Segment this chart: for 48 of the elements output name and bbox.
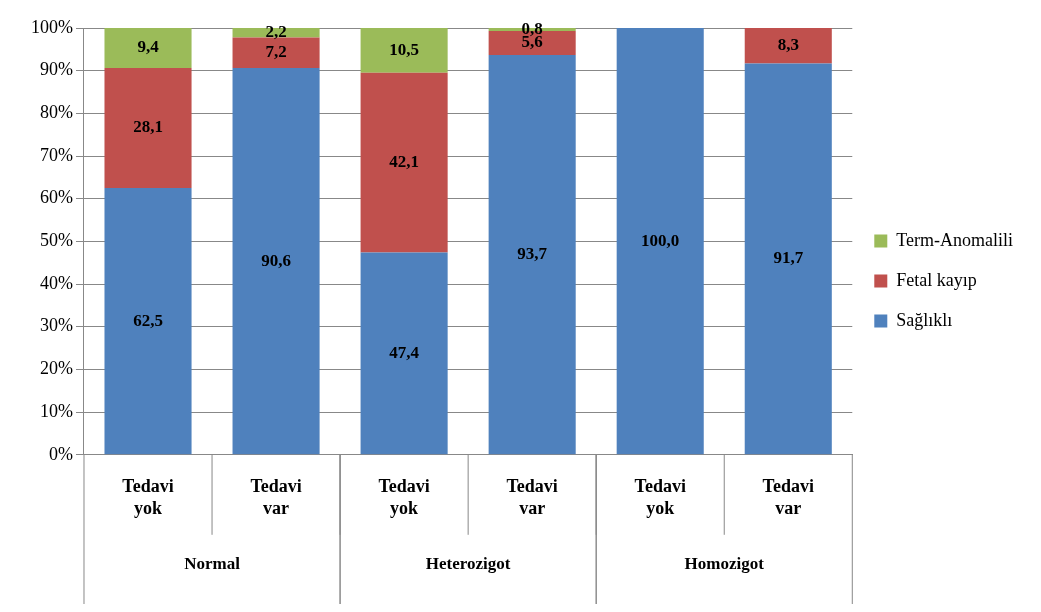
bar <box>104 68 192 189</box>
bar <box>744 28 832 64</box>
data-label: 42,1 <box>389 152 419 172</box>
data-label: 91,7 <box>773 248 804 268</box>
x-tick-label: Tedavi var <box>506 476 558 518</box>
data-label: 90,6 <box>261 250 291 270</box>
bar <box>744 63 832 455</box>
y-tick-label: 30% <box>39 315 73 336</box>
bar <box>360 252 448 455</box>
data-label: 100,0 <box>641 230 680 250</box>
bar <box>360 72 448 253</box>
data-label: 9,4 <box>137 37 160 57</box>
x-tick-label: Tedavi var <box>250 476 302 518</box>
y-tick-label: 60% <box>39 187 73 208</box>
legend-label: Term-Anomalili <box>896 229 1014 250</box>
y-tick-label: 100% <box>30 16 73 37</box>
text: Homozigot <box>684 554 765 574</box>
y-tick-label: 80% <box>39 102 73 123</box>
bar <box>616 28 704 455</box>
legend-label: Fetal kayıp <box>896 269 977 290</box>
text: Heterozigot <box>425 554 511 574</box>
y-tick-label: 20% <box>39 358 73 379</box>
bar <box>104 188 192 455</box>
y-tick-label: 10% <box>39 400 73 421</box>
bar <box>488 54 576 455</box>
y-tick-label: 40% <box>39 272 73 293</box>
data-label: 62,5 <box>133 310 163 330</box>
y-tick-label: 0% <box>48 443 73 464</box>
x-tick-label: Tedavi yok <box>634 476 686 518</box>
data-label: 8,3 <box>777 35 799 55</box>
x-tick-label: Tedavi var <box>762 476 814 518</box>
data-label: 7,2 <box>265 42 287 62</box>
bar <box>360 28 448 73</box>
bar <box>232 68 320 455</box>
data-label: 47,4 <box>389 342 420 362</box>
text: Normal <box>184 554 241 574</box>
y-tick-label: 70% <box>39 144 73 165</box>
data-label: 10,5 <box>389 39 419 59</box>
y-tick-label: 50% <box>39 230 73 251</box>
data-label: 28,1 <box>133 117 163 137</box>
bar <box>104 28 192 69</box>
x-tick-label: Tedavi yok <box>378 476 430 518</box>
data-label: 2,2 <box>265 22 287 42</box>
legend-label: Sağlıklı <box>896 309 953 330</box>
bar <box>232 37 320 69</box>
data-label: 93,7 <box>517 243 548 263</box>
x-tick-label: Tedavi yok <box>122 476 174 518</box>
y-tick-label: 90% <box>39 59 73 80</box>
